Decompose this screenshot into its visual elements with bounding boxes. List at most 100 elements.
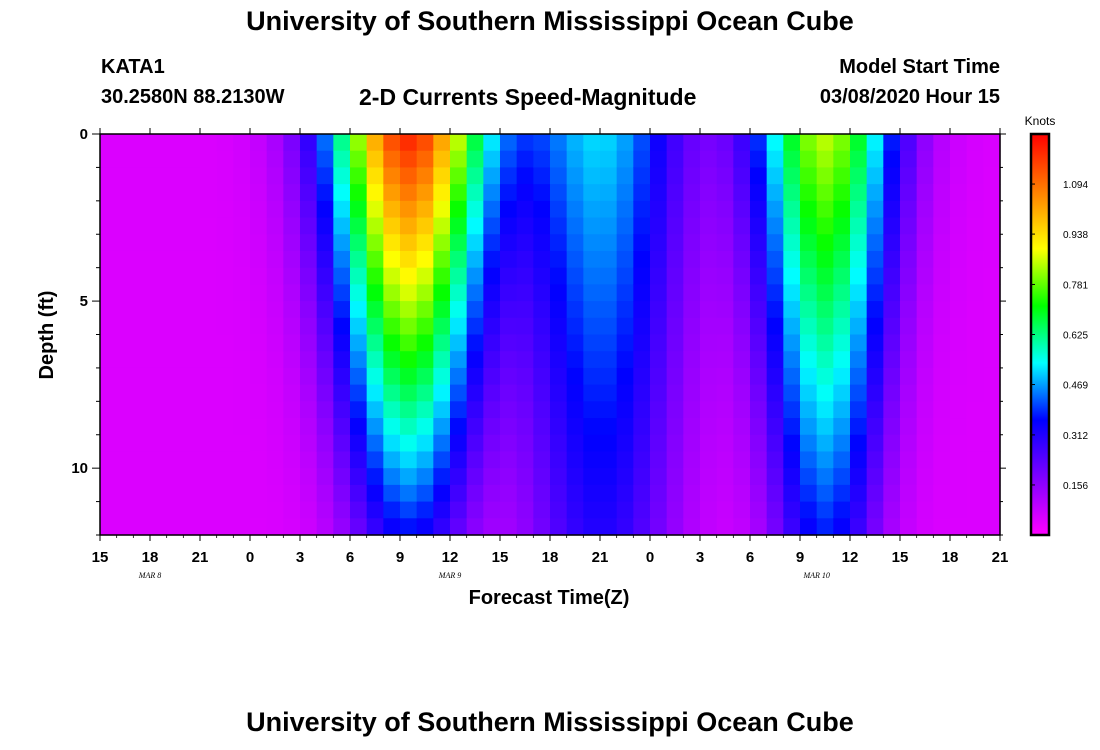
- heatmap-cell: [733, 468, 751, 486]
- heatmap-cell: [383, 334, 401, 352]
- heatmap-cell: [516, 468, 534, 486]
- heatmap-cell: [516, 134, 534, 152]
- heatmap-cell: [200, 267, 218, 285]
- heatmap-cell: [866, 301, 884, 319]
- heatmap-cell: [233, 434, 251, 453]
- heatmap-cell: [416, 184, 434, 202]
- heatmap-cell: [200, 250, 218, 269]
- heatmap-cell: [516, 351, 534, 369]
- heatmap-cell: [950, 451, 968, 469]
- heatmap-cell: [216, 367, 234, 386]
- heatmap-cell: [383, 317, 401, 336]
- heatmap-cell: [816, 401, 834, 419]
- heatmap-cell: [900, 418, 918, 436]
- heatmap-cell: [850, 234, 868, 252]
- heatmap-cell: [866, 384, 884, 402]
- heatmap-cell: [850, 434, 868, 453]
- colorbar-tick-label: 1.094: [1063, 180, 1088, 191]
- date-label: MAR 10: [802, 571, 829, 580]
- heatmap-cell: [516, 234, 534, 252]
- heatmap-cell: [133, 217, 151, 235]
- heatmap-cell: [600, 234, 618, 252]
- heatmap-cell: [683, 334, 701, 352]
- heatmap-cell: [983, 217, 1001, 235]
- heatmap-cell: [833, 351, 851, 369]
- heatmap-cell: [166, 150, 184, 169]
- heatmap-cell: [133, 284, 151, 302]
- heatmap-cell: [866, 150, 884, 169]
- heatmap-cell: [583, 184, 601, 202]
- heatmap-cell: [450, 284, 468, 302]
- heatmap-cell: [516, 484, 534, 503]
- heatmap-cell: [350, 484, 368, 503]
- heatmap-cell: [400, 401, 418, 419]
- heatmap-cell: [233, 301, 251, 319]
- heatmap-cell: [416, 351, 434, 369]
- heatmap-cell: [200, 301, 218, 319]
- heatmap-cell: [800, 317, 818, 336]
- heatmap-cell: [583, 150, 601, 169]
- heatmap-cell: [666, 367, 684, 386]
- heatmap-cell: [566, 217, 584, 235]
- heatmap-cell: [766, 134, 784, 152]
- heatmap-cell: [666, 351, 684, 369]
- heatmap-cell: [133, 518, 151, 536]
- heatmap-cell: [650, 250, 668, 269]
- heatmap-cell: [850, 501, 868, 519]
- heatmap-cell: [366, 284, 384, 302]
- heatmap-cell: [366, 367, 384, 386]
- heatmap-cell: [533, 200, 551, 219]
- heatmap-cell: [283, 250, 301, 269]
- heatmap-cell: [850, 351, 868, 369]
- heatmap-cell: [416, 134, 434, 152]
- heatmap-cell: [450, 200, 468, 219]
- heatmap-cell: [250, 351, 268, 369]
- heatmap-cell: [566, 484, 584, 503]
- heatmap-cell: [383, 134, 401, 152]
- heatmap-cell: [933, 451, 951, 469]
- heatmap-cell: [433, 367, 451, 386]
- heatmap-cell: [150, 284, 168, 302]
- heatmap-cell: [800, 134, 818, 152]
- heatmap-cell: [516, 284, 534, 302]
- heatmap-cell: [916, 434, 934, 453]
- heatmap-cell: [316, 167, 334, 185]
- heatmap-cell: [833, 184, 851, 202]
- heatmap-cell: [916, 134, 934, 152]
- heatmap-cell: [883, 200, 901, 219]
- heatmap-cell: [366, 351, 384, 369]
- heatmap-cell: [716, 384, 734, 402]
- heatmap-cell: [650, 301, 668, 319]
- heatmap-cell: [383, 418, 401, 436]
- heatmap-cell: [483, 134, 501, 152]
- heatmap-cell: [250, 317, 268, 336]
- heatmap-cell: [583, 167, 601, 185]
- heatmap-cell: [316, 418, 334, 436]
- heatmap-cell: [200, 434, 218, 453]
- heatmap-cell: [716, 134, 734, 152]
- heatmap-cell: [933, 384, 951, 402]
- heatmap-cell: [816, 334, 834, 352]
- heatmap-cell: [316, 384, 334, 402]
- heatmap-cell: [716, 267, 734, 285]
- heatmap-cell: [266, 401, 284, 419]
- heatmap-cell: [416, 301, 434, 319]
- heatmap-cell: [666, 384, 684, 402]
- heatmap-cell: [150, 518, 168, 536]
- heatmap-cell: [916, 301, 934, 319]
- heatmap-cell: [816, 518, 834, 536]
- heatmap-cell: [666, 434, 684, 453]
- heatmap-cell: [866, 334, 884, 352]
- heatmap-cell: [516, 418, 534, 436]
- heatmap-cell: [383, 367, 401, 386]
- heatmap-cell: [883, 367, 901, 386]
- heatmap-cell: [166, 317, 184, 336]
- heatmap-cell: [483, 301, 501, 319]
- heatmap-cell: [983, 301, 1001, 319]
- heatmap-cell: [400, 267, 418, 285]
- heatmap-cell: [433, 518, 451, 536]
- heatmap-cell: [866, 184, 884, 202]
- heatmap-cell: [150, 200, 168, 219]
- heatmap-cell: [166, 334, 184, 352]
- x-tick-label: 6: [346, 549, 354, 566]
